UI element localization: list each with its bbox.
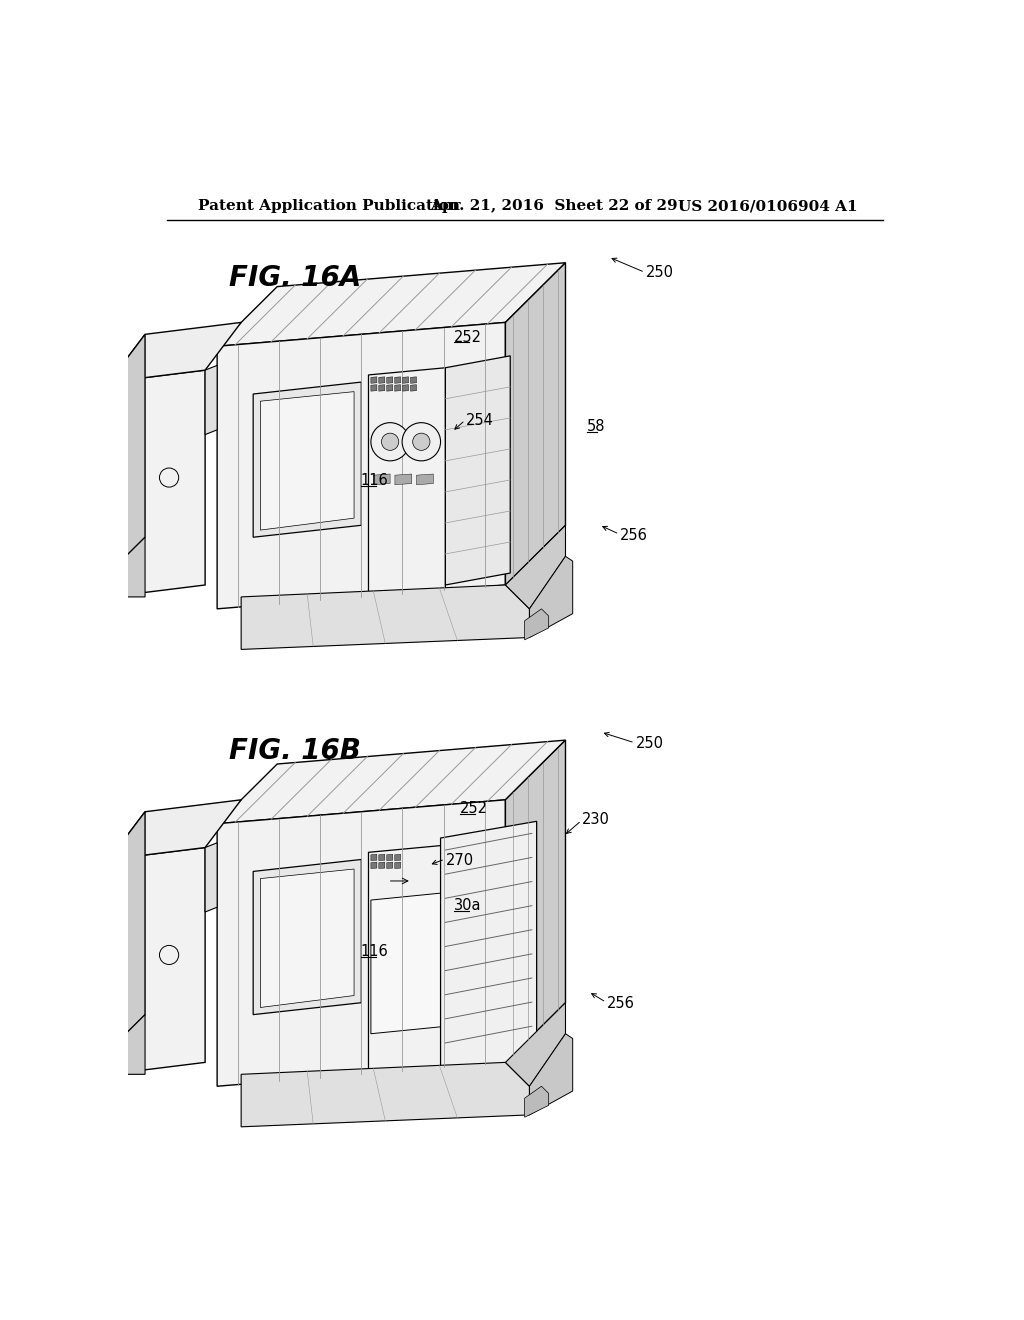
Polygon shape xyxy=(524,1086,549,1117)
Polygon shape xyxy=(395,474,412,484)
Polygon shape xyxy=(506,263,565,585)
Polygon shape xyxy=(217,322,506,609)
Text: FIG. 16A: FIG. 16A xyxy=(228,264,361,292)
Polygon shape xyxy=(205,842,217,912)
Polygon shape xyxy=(379,854,385,861)
Text: US 2016/0106904 A1: US 2016/0106904 A1 xyxy=(678,199,858,213)
Text: 116: 116 xyxy=(360,473,388,488)
Polygon shape xyxy=(205,366,217,434)
Polygon shape xyxy=(371,862,377,869)
Polygon shape xyxy=(440,821,537,1078)
Circle shape xyxy=(402,422,440,461)
Polygon shape xyxy=(241,585,529,649)
Polygon shape xyxy=(506,525,565,609)
Polygon shape xyxy=(411,384,417,391)
Circle shape xyxy=(371,422,410,461)
Polygon shape xyxy=(253,381,361,537)
Polygon shape xyxy=(379,384,385,391)
Polygon shape xyxy=(253,859,361,1015)
Polygon shape xyxy=(506,741,565,1063)
Text: 252: 252 xyxy=(454,330,481,345)
Text: 58: 58 xyxy=(587,418,605,434)
Text: 256: 256 xyxy=(607,997,635,1011)
Circle shape xyxy=(413,433,430,450)
Polygon shape xyxy=(371,376,377,383)
Polygon shape xyxy=(417,474,433,484)
Polygon shape xyxy=(217,800,506,1086)
Polygon shape xyxy=(109,537,145,597)
Text: 30a: 30a xyxy=(454,898,481,913)
Text: Apr. 21, 2016  Sheet 22 of 29: Apr. 21, 2016 Sheet 22 of 29 xyxy=(430,199,678,213)
Text: 254: 254 xyxy=(466,413,494,428)
Polygon shape xyxy=(445,356,510,585)
Polygon shape xyxy=(529,1034,572,1115)
Polygon shape xyxy=(217,741,565,824)
Polygon shape xyxy=(379,376,385,383)
Polygon shape xyxy=(260,869,354,1007)
Polygon shape xyxy=(387,862,393,869)
Polygon shape xyxy=(217,263,565,346)
Circle shape xyxy=(382,433,398,450)
Polygon shape xyxy=(371,854,377,861)
Polygon shape xyxy=(369,368,445,597)
Polygon shape xyxy=(109,847,205,1074)
Polygon shape xyxy=(260,392,354,531)
Polygon shape xyxy=(379,862,385,869)
Polygon shape xyxy=(241,1063,529,1127)
Text: 230: 230 xyxy=(583,812,610,826)
Polygon shape xyxy=(387,854,393,861)
Polygon shape xyxy=(369,845,445,1074)
Polygon shape xyxy=(394,376,400,383)
Polygon shape xyxy=(371,384,377,391)
Text: 250: 250 xyxy=(646,265,674,280)
Polygon shape xyxy=(394,854,400,861)
Polygon shape xyxy=(402,384,409,391)
Polygon shape xyxy=(387,384,393,391)
Polygon shape xyxy=(371,892,443,1034)
Text: Patent Application Publication: Patent Application Publication xyxy=(198,199,460,213)
Polygon shape xyxy=(109,812,145,1051)
Text: 116: 116 xyxy=(360,944,388,960)
Polygon shape xyxy=(109,800,241,859)
Text: 270: 270 xyxy=(445,853,474,869)
Text: 252: 252 xyxy=(460,801,487,816)
Polygon shape xyxy=(109,1015,145,1074)
Polygon shape xyxy=(529,556,572,638)
Text: 256: 256 xyxy=(621,528,648,544)
Polygon shape xyxy=(374,474,390,484)
Polygon shape xyxy=(387,376,393,383)
Text: 250: 250 xyxy=(636,737,664,751)
Polygon shape xyxy=(506,1003,565,1086)
Polygon shape xyxy=(411,376,417,383)
Polygon shape xyxy=(402,376,409,383)
Text: FIG. 16B: FIG. 16B xyxy=(228,738,360,766)
Polygon shape xyxy=(109,370,205,597)
Polygon shape xyxy=(109,322,241,381)
Polygon shape xyxy=(109,334,145,573)
Polygon shape xyxy=(394,384,400,391)
Polygon shape xyxy=(524,609,549,640)
Polygon shape xyxy=(394,862,400,869)
